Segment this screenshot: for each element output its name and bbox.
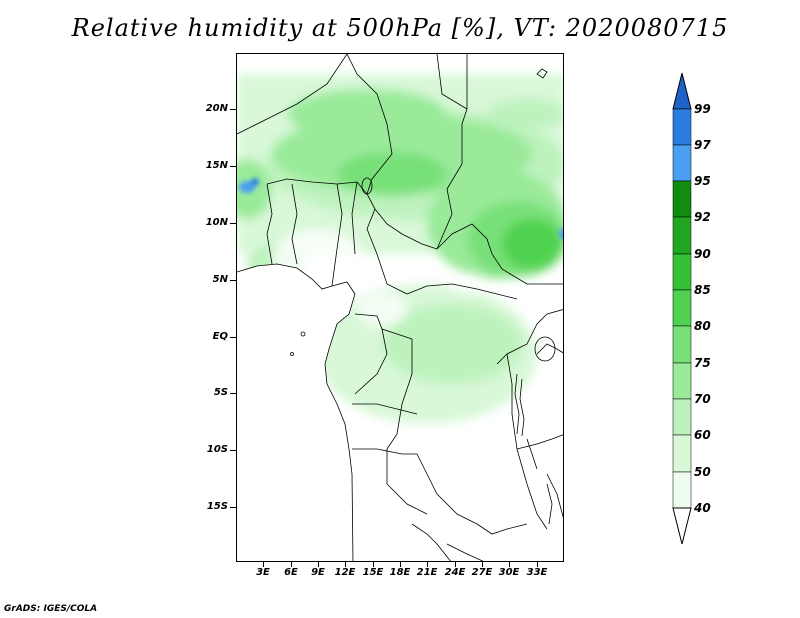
colorbar-swatch-60-70 bbox=[672, 398, 692, 436]
colorbar-label-90: 90 bbox=[694, 247, 711, 261]
lon-label-24e: 24E bbox=[444, 567, 466, 578]
ocean-mask bbox=[237, 264, 355, 561]
lon-label-33e: 33E bbox=[526, 567, 548, 578]
colorbar-swatch-95-97 bbox=[672, 144, 692, 182]
colorbar-label-80: 80 bbox=[694, 319, 711, 333]
lakes bbox=[361, 177, 556, 525]
boundaries bbox=[237, 54, 563, 561]
humidity-map bbox=[237, 54, 563, 561]
lon-label-18e: 18E bbox=[389, 567, 411, 578]
lat-label-15s: 15S bbox=[206, 501, 228, 512]
map-title: Relative humidity at 500hPa [%], VT: 202… bbox=[71, 14, 729, 42]
colorbar-bottom-arrow bbox=[672, 507, 692, 545]
colorbar-swatch-92-95 bbox=[672, 180, 692, 218]
lat-label-15n: 15N bbox=[205, 160, 228, 171]
colorbar-swatch-70-75 bbox=[672, 362, 692, 400]
colorbar-label-70: 70 bbox=[694, 392, 711, 406]
islands bbox=[290, 68, 548, 356]
colorbar-label-40: 40 bbox=[694, 501, 711, 515]
colorbar-swatch-80-85 bbox=[672, 289, 692, 327]
colorbar-swatch-75-80 bbox=[672, 325, 692, 364]
lon-label-6e: 6E bbox=[284, 567, 298, 578]
colorbar-label-60: 60 bbox=[694, 428, 711, 442]
lat-label-20n: 20N bbox=[205, 103, 228, 114]
colorbar-label-99: 99 bbox=[694, 102, 711, 116]
colorbar-label-85: 85 bbox=[694, 283, 711, 297]
colorbar-label-50: 50 bbox=[694, 465, 711, 479]
lat-label-10s: 10S bbox=[206, 444, 228, 455]
lat-label-eq: EQ bbox=[212, 331, 228, 342]
blue-pocket bbox=[239, 178, 563, 240]
lon-label-9e: 9E bbox=[311, 567, 325, 578]
colorbar-swatch-97-99 bbox=[672, 108, 692, 146]
lon-label-21e: 21E bbox=[416, 567, 438, 578]
colorbar-label-95: 95 bbox=[694, 174, 711, 188]
lon-label-3e: 3E bbox=[256, 567, 270, 578]
grads-credit: GrADS: IGES/COLA bbox=[4, 604, 98, 614]
colorbar-label-92: 92 bbox=[694, 210, 711, 224]
colorbar-swatch-90-92 bbox=[672, 216, 692, 255]
colorbar bbox=[672, 72, 692, 545]
colorbar-label-97: 97 bbox=[694, 138, 711, 152]
lat-label-5n: 5N bbox=[212, 274, 228, 285]
map-plot-area bbox=[236, 53, 564, 562]
lat-label-10n: 10N bbox=[205, 217, 228, 228]
lon-label-27e: 27E bbox=[471, 567, 493, 578]
lat-label-5s: 5S bbox=[213, 387, 228, 398]
colorbar-top-arrow bbox=[672, 72, 692, 110]
lon-label-15e: 15E bbox=[362, 567, 384, 578]
colorbar-swatch-40-50 bbox=[672, 471, 692, 509]
colorbar-swatch-50-60 bbox=[672, 434, 692, 473]
colorbar-label-75: 75 bbox=[694, 356, 711, 370]
colorbar-swatch-85-90 bbox=[672, 253, 692, 291]
lon-label-12e: 12E bbox=[334, 567, 356, 578]
lon-label-30e: 30E bbox=[498, 567, 520, 578]
